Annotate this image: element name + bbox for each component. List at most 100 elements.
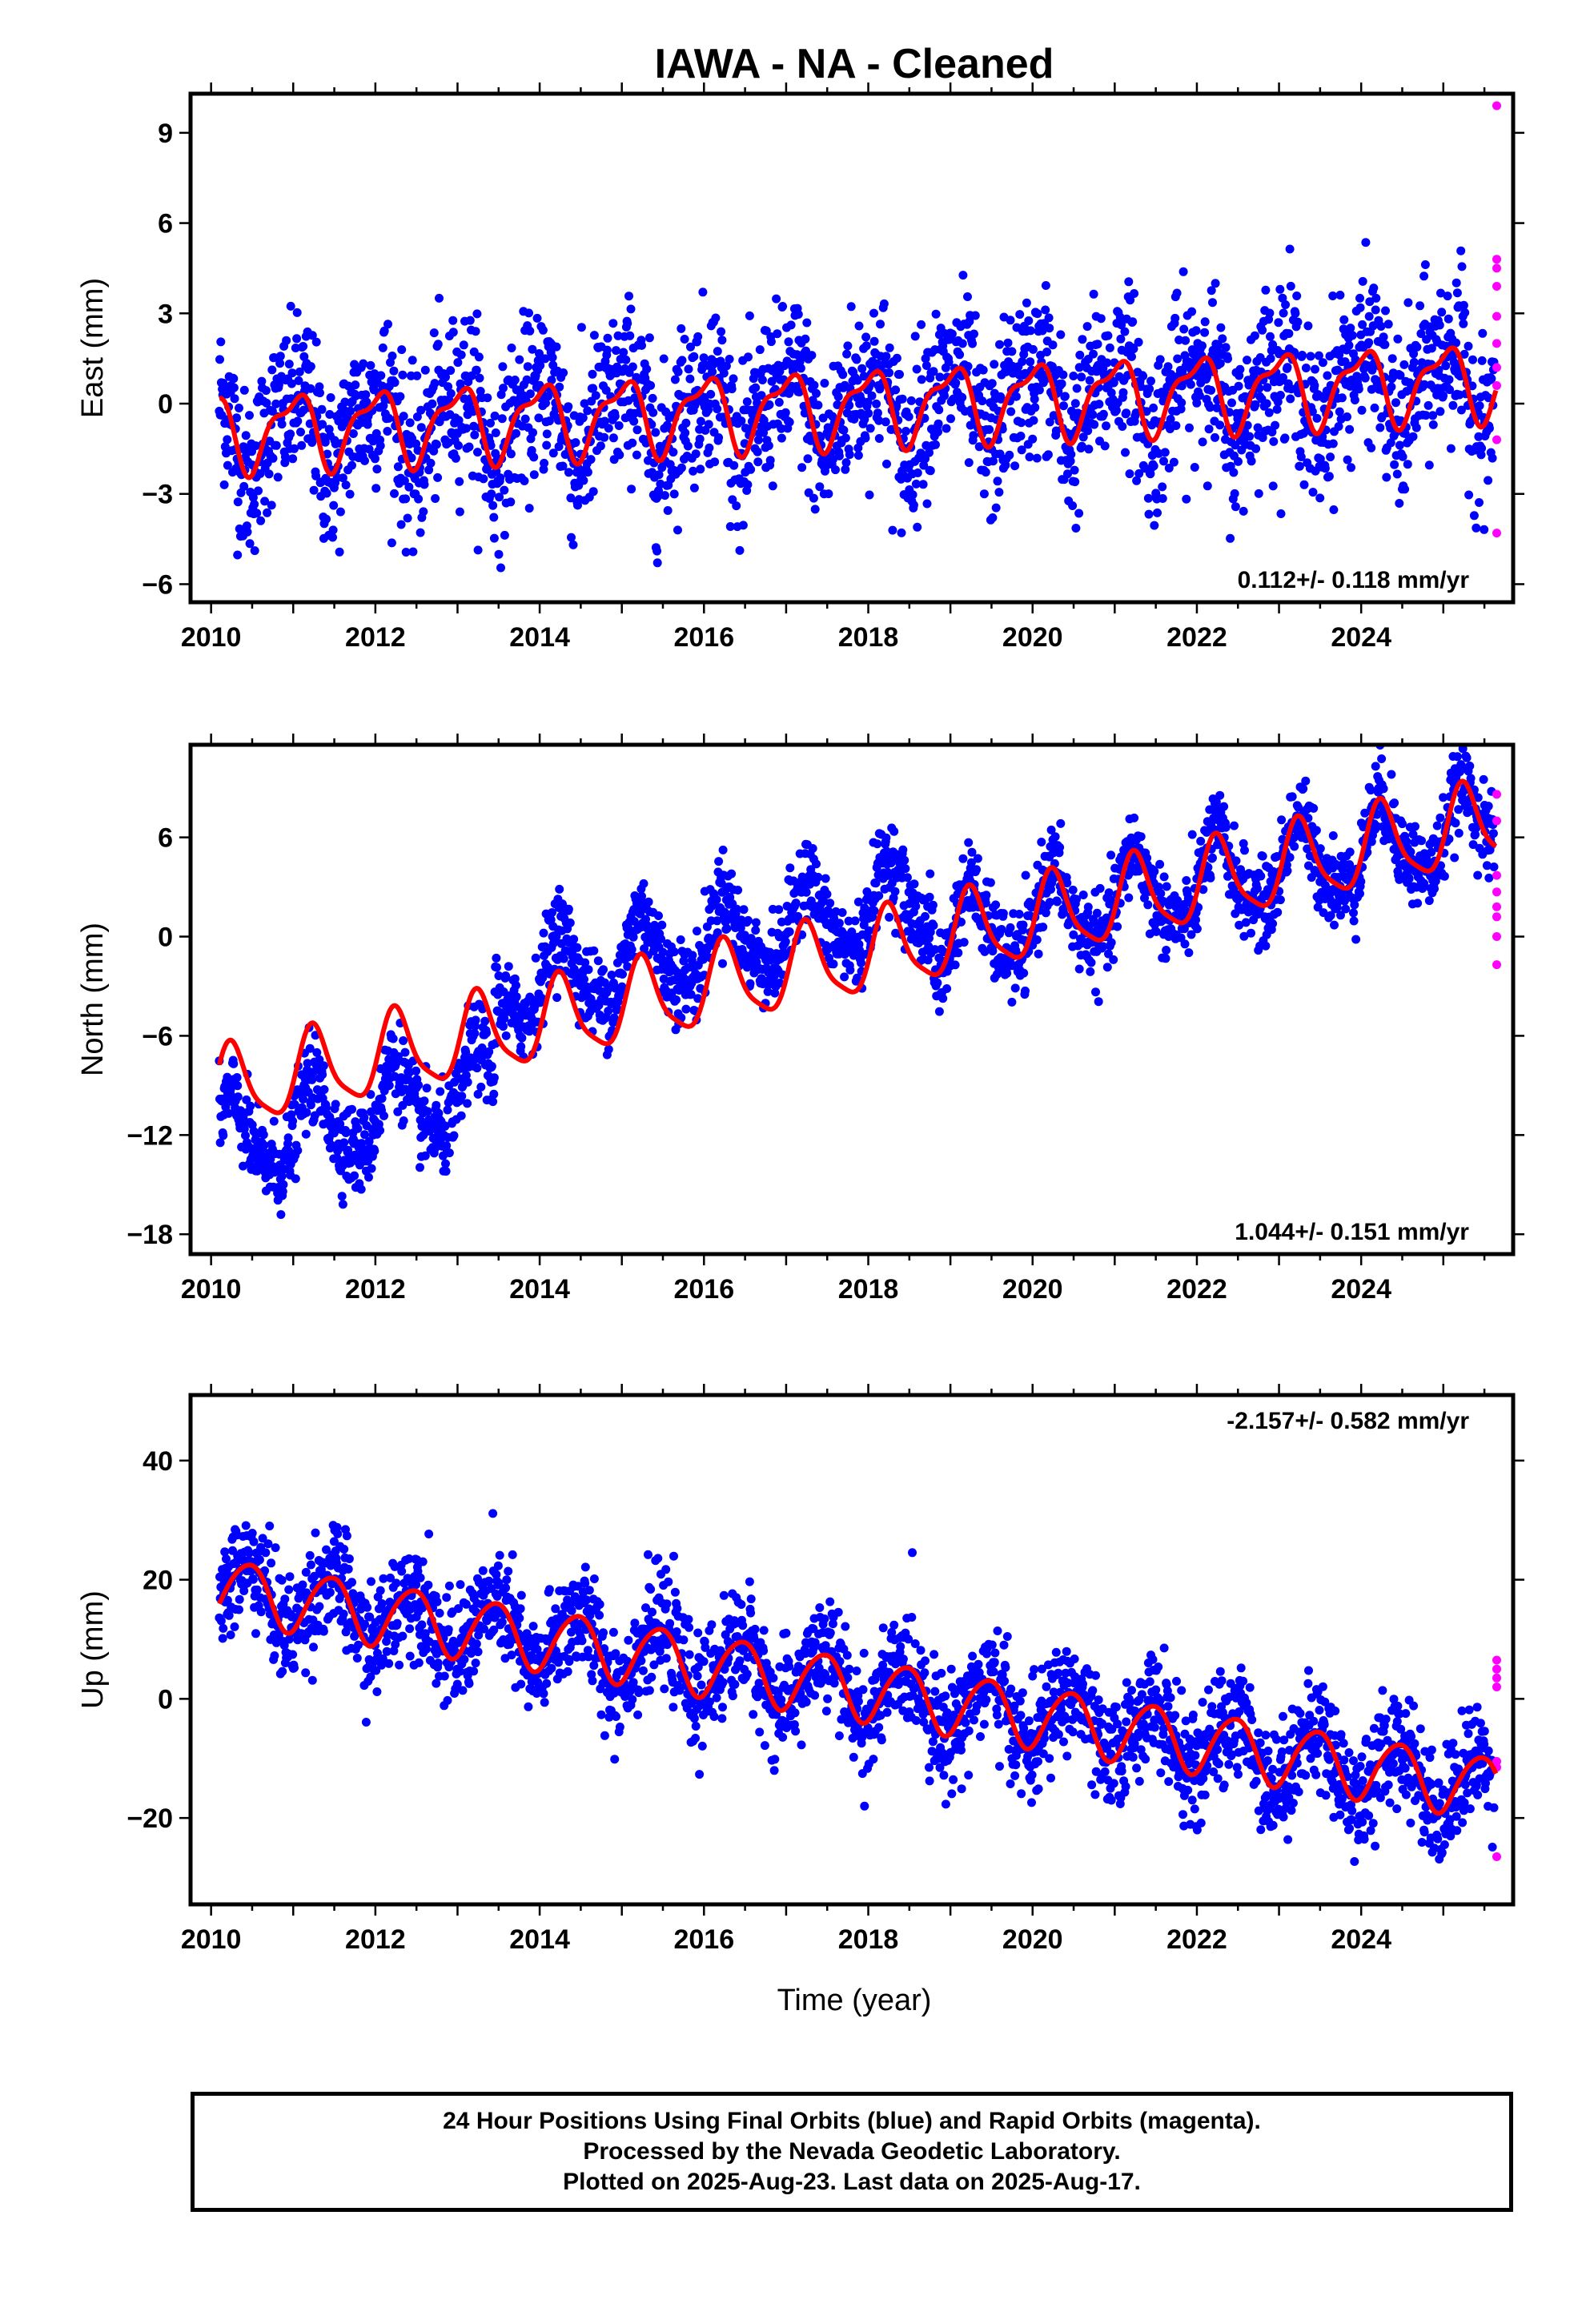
final-orbit-point bbox=[322, 489, 331, 498]
final-orbit-point bbox=[623, 319, 632, 328]
final-orbit-point bbox=[864, 408, 873, 418]
final-orbit-point bbox=[1068, 885, 1078, 895]
final-orbit-point bbox=[351, 380, 360, 390]
final-orbit-point bbox=[1203, 862, 1213, 872]
final-orbit-point bbox=[1308, 488, 1318, 497]
final-orbit-point bbox=[845, 400, 854, 410]
final-orbit-point bbox=[717, 879, 726, 888]
final-orbit-point bbox=[987, 379, 997, 388]
final-orbit-point bbox=[1143, 493, 1153, 503]
final-orbit-point bbox=[578, 413, 588, 423]
final-orbit-point bbox=[1091, 987, 1100, 997]
final-orbit-point bbox=[857, 364, 867, 373]
final-orbit-point bbox=[1083, 426, 1093, 436]
final-orbit-point bbox=[833, 392, 843, 401]
final-orbit-point bbox=[346, 406, 355, 416]
final-orbit-point bbox=[548, 908, 556, 917]
final-orbit-point bbox=[479, 474, 488, 484]
final-orbit-point bbox=[488, 1097, 498, 1107]
final-orbit-point bbox=[1089, 289, 1098, 299]
final-orbit-point bbox=[1478, 328, 1488, 338]
final-orbit-point bbox=[1235, 364, 1245, 374]
final-orbit-point bbox=[476, 1082, 486, 1092]
final-orbit-point bbox=[1287, 792, 1297, 802]
final-orbit-point bbox=[572, 943, 582, 952]
final-orbit-point bbox=[743, 480, 753, 489]
final-orbit-point bbox=[725, 355, 734, 364]
final-orbit-point bbox=[1292, 292, 1302, 300]
final-orbit-point bbox=[1469, 511, 1479, 521]
final-orbit-point bbox=[520, 476, 529, 485]
final-orbit-point bbox=[689, 466, 698, 476]
final-orbit-point bbox=[1109, 378, 1118, 388]
final-orbit-point bbox=[464, 442, 474, 452]
final-orbit-point bbox=[706, 389, 716, 399]
final-orbit-point bbox=[1255, 353, 1265, 362]
final-orbit-point bbox=[384, 413, 394, 423]
final-orbit-point bbox=[1241, 918, 1251, 927]
final-orbit-point bbox=[1294, 802, 1303, 812]
final-orbit-point bbox=[405, 418, 415, 428]
y-tick-label: −6 bbox=[142, 569, 173, 600]
final-orbit-point bbox=[1223, 871, 1232, 881]
final-orbit-point bbox=[1468, 355, 1477, 364]
final-orbit-point bbox=[815, 482, 825, 492]
final-orbit-point bbox=[861, 332, 871, 342]
final-orbit-point bbox=[898, 845, 908, 854]
final-orbit-point bbox=[292, 308, 302, 317]
rate-label-east: 0.112+/- 0.118 mm/yr bbox=[1238, 567, 1470, 593]
final-orbit-point bbox=[885, 912, 894, 922]
final-orbit-point bbox=[727, 869, 737, 879]
final-orbit-point bbox=[918, 480, 928, 489]
final-orbit-point bbox=[663, 506, 673, 515]
final-orbit-point bbox=[1185, 423, 1194, 432]
final-orbit-point bbox=[1436, 288, 1445, 298]
final-orbit-point bbox=[624, 292, 633, 301]
x-tick-label: 2024 bbox=[1331, 622, 1391, 653]
final-orbit-point bbox=[315, 388, 324, 398]
final-orbit-point bbox=[1072, 895, 1081, 904]
final-orbit-point bbox=[1247, 456, 1256, 466]
y-tick-label: −3 bbox=[142, 480, 173, 510]
final-orbit-point bbox=[1116, 334, 1126, 344]
final-orbit-point bbox=[441, 1167, 451, 1176]
final-orbit-point bbox=[1284, 329, 1294, 338]
final-orbit-point bbox=[487, 1062, 496, 1071]
final-orbit-point bbox=[1103, 331, 1113, 340]
final-orbit-point bbox=[1129, 344, 1138, 354]
final-orbit-point bbox=[834, 919, 844, 928]
final-orbit-point bbox=[323, 449, 332, 459]
final-orbit-point bbox=[404, 482, 414, 492]
final-orbit-point bbox=[536, 360, 545, 370]
final-orbit-point bbox=[232, 413, 241, 423]
final-orbit-point bbox=[1441, 361, 1451, 371]
final-orbit-point bbox=[834, 451, 844, 460]
final-orbit-point bbox=[1070, 477, 1080, 487]
final-orbit-point bbox=[1275, 895, 1285, 905]
final-orbit-point bbox=[1409, 357, 1419, 367]
final-orbit-point bbox=[1423, 400, 1433, 410]
final-orbit-point bbox=[885, 368, 894, 377]
final-orbit-point bbox=[658, 947, 668, 957]
final-orbit-point bbox=[693, 332, 703, 341]
final-orbit-point bbox=[773, 329, 782, 339]
final-orbit-point bbox=[972, 865, 982, 875]
final-orbit-point bbox=[729, 460, 739, 470]
final-orbit-point bbox=[326, 393, 335, 402]
final-orbit-point bbox=[397, 345, 407, 355]
final-orbit-point bbox=[892, 353, 901, 363]
final-orbit-point bbox=[869, 906, 879, 915]
final-orbit-point bbox=[1018, 357, 1027, 366]
final-orbit-point bbox=[1032, 453, 1042, 463]
final-orbit-point bbox=[1095, 883, 1105, 893]
final-orbit-point bbox=[293, 416, 303, 426]
final-orbit-point bbox=[955, 350, 965, 360]
y-tick-label: 0 bbox=[158, 389, 173, 420]
final-orbit-point bbox=[1419, 380, 1429, 389]
final-orbit-point bbox=[224, 1108, 234, 1118]
final-orbit-point bbox=[861, 433, 870, 443]
final-orbit-point bbox=[867, 391, 877, 400]
final-orbit-point bbox=[401, 494, 411, 504]
final-orbit-point bbox=[1070, 399, 1080, 408]
final-orbit-point bbox=[1017, 418, 1026, 428]
